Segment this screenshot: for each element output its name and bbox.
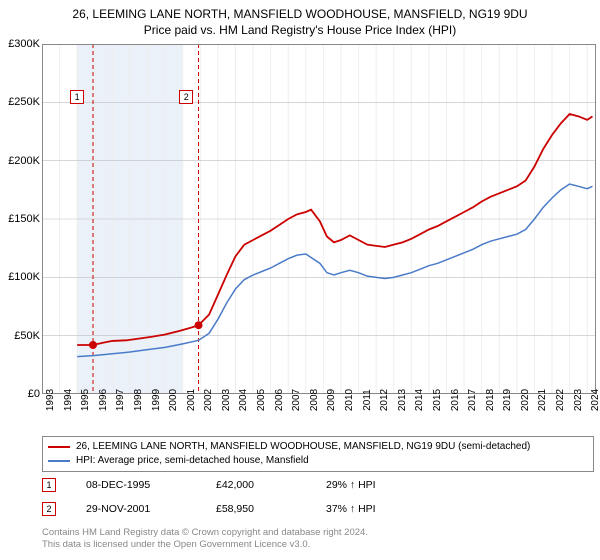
marker-id-box: 2 bbox=[42, 502, 56, 516]
x-tick-label: 1999 bbox=[151, 389, 162, 411]
title-block: 26, LEEMING LANE NORTH, MANSFIELD WOODHO… bbox=[0, 0, 600, 38]
x-tick-label: 2020 bbox=[520, 389, 531, 411]
y-tick-label: £100K bbox=[8, 271, 40, 283]
x-tick-label: 2003 bbox=[221, 389, 232, 411]
x-tick-label: 2013 bbox=[397, 389, 408, 411]
y-tick-label: £150K bbox=[8, 213, 40, 225]
y-tick-label: £300K bbox=[8, 38, 40, 50]
x-tick-label: 2015 bbox=[432, 389, 443, 411]
y-tick-label: £50K bbox=[14, 330, 40, 342]
x-tick-label: 2005 bbox=[256, 389, 267, 411]
x-tick-label: 2019 bbox=[502, 389, 513, 411]
x-tick-label: 2004 bbox=[238, 389, 249, 411]
marker-price: £58,950 bbox=[216, 503, 296, 515]
x-tick-label: 1996 bbox=[98, 389, 109, 411]
x-tick-label: 2014 bbox=[414, 389, 425, 411]
x-tick-label: 2016 bbox=[450, 389, 461, 411]
marker-id-box: 1 bbox=[42, 478, 56, 492]
x-tick-label: 2012 bbox=[379, 389, 390, 411]
x-tick-label: 2000 bbox=[168, 389, 179, 411]
x-tick-label: 1997 bbox=[115, 389, 126, 411]
title-line1: 26, LEEMING LANE NORTH, MANSFIELD WOODHO… bbox=[0, 6, 600, 22]
legend-label: HPI: Average price, semi-detached house,… bbox=[76, 454, 309, 468]
x-tick-label: 2017 bbox=[467, 389, 478, 411]
x-tick-label: 2007 bbox=[291, 389, 302, 411]
y-tick-label: £200K bbox=[8, 155, 40, 167]
y-tick-label: £0 bbox=[28, 388, 40, 400]
x-tick-label: 2022 bbox=[555, 389, 566, 411]
sale-marker-row: 2 29-NOV-2001 £58,950 37% ↑ HPI bbox=[42, 502, 594, 516]
chart-svg bbox=[42, 44, 596, 394]
x-tick-label: 1995 bbox=[80, 389, 91, 411]
legend-label: 26, LEEMING LANE NORTH, MANSFIELD WOODHO… bbox=[76, 440, 530, 454]
marker-pct: 37% ↑ HPI bbox=[326, 503, 376, 515]
x-tick-label: 2018 bbox=[485, 389, 496, 411]
x-tick-label: 1994 bbox=[63, 389, 74, 411]
chart-marker-annotation: 1 bbox=[70, 90, 84, 104]
x-tick-label: 2023 bbox=[573, 389, 584, 411]
footer: Contains HM Land Registry data © Crown c… bbox=[42, 527, 368, 552]
x-tick-label: 2010 bbox=[344, 389, 355, 411]
x-tick-label: 1998 bbox=[133, 389, 144, 411]
chart-container: 26, LEEMING LANE NORTH, MANSFIELD WOODHO… bbox=[0, 0, 600, 560]
marker-pct: 29% ↑ HPI bbox=[326, 479, 376, 491]
x-tick-label: 2021 bbox=[537, 389, 548, 411]
legend-item: HPI: Average price, semi-detached house,… bbox=[48, 454, 588, 468]
x-tick-label: 2011 bbox=[362, 389, 373, 411]
footer-line1: Contains HM Land Registry data © Crown c… bbox=[42, 527, 368, 539]
x-tick-label: 2008 bbox=[309, 389, 320, 411]
marker-date: 08-DEC-1995 bbox=[86, 479, 186, 491]
title-line2: Price paid vs. HM Land Registry's House … bbox=[0, 22, 600, 38]
x-tick-label: 2006 bbox=[274, 389, 285, 411]
legend-item: 26, LEEMING LANE NORTH, MANSFIELD WOODHO… bbox=[48, 440, 588, 454]
x-tick-label: 2002 bbox=[203, 389, 214, 411]
sale-marker-row: 1 08-DEC-1995 £42,000 29% ↑ HPI bbox=[42, 478, 594, 492]
legend: 26, LEEMING LANE NORTH, MANSFIELD WOODHO… bbox=[42, 436, 594, 472]
chart-area bbox=[42, 44, 596, 394]
marker-date: 29-NOV-2001 bbox=[86, 503, 186, 515]
chart-marker-annotation: 2 bbox=[179, 90, 193, 104]
x-tick-label: 2001 bbox=[186, 389, 197, 411]
x-tick-label: 2009 bbox=[326, 389, 337, 411]
legend-swatch bbox=[48, 460, 70, 462]
marker-price: £42,000 bbox=[216, 479, 296, 491]
x-tick-label: 2024 bbox=[590, 389, 600, 411]
legend-swatch bbox=[48, 446, 70, 448]
footer-line2: This data is licensed under the Open Gov… bbox=[42, 539, 368, 551]
x-tick-label: 1993 bbox=[45, 389, 56, 411]
y-tick-label: £250K bbox=[8, 96, 40, 108]
